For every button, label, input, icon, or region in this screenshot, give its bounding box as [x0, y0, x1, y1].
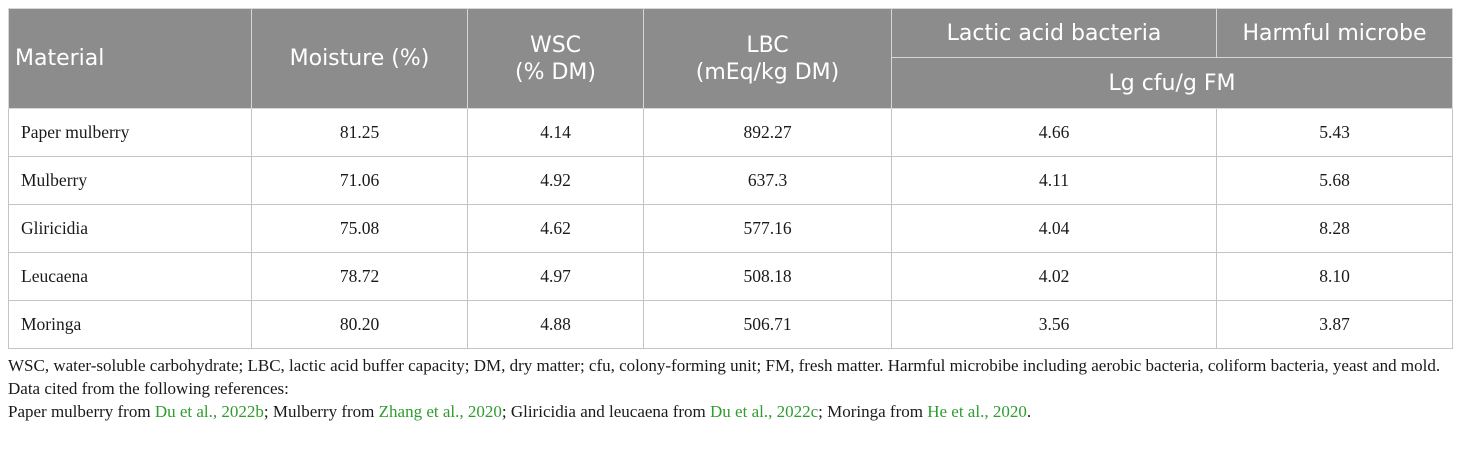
cell-moisture: 75.08: [251, 204, 468, 253]
cell-moisture: 81.25: [251, 108, 468, 157]
header-unit: Lg cfu/g FM: [891, 57, 1453, 109]
cell-lactic-acid-bacteria: 3.56: [891, 300, 1217, 349]
cell-material: Moringa: [8, 300, 252, 349]
cell-material: Mulberry: [8, 156, 252, 205]
table-header: Material Moisture (%) WSC (% DM) LBC (mE…: [8, 8, 1453, 109]
table-row: Mulberry 71.06 4.92 637.3 4.11 5.68: [8, 156, 1453, 205]
footnote-references: Paper mulberry from Du et al., 2022b; Mu…: [8, 400, 1452, 423]
reference-link[interactable]: Du et al., 2022c: [710, 402, 819, 421]
table-footnotes: WSC, water-soluble carbohydrate; LBC, la…: [8, 354, 1452, 423]
cell-wsc: 4.88: [467, 300, 644, 349]
table-row: Paper mulberry 81.25 4.14 892.27 4.66 5.…: [8, 108, 1453, 157]
reference-link[interactable]: Zhang et al., 2020: [378, 402, 502, 421]
cell-moisture: 80.20: [251, 300, 468, 349]
cell-harmful-microbe: 8.28: [1216, 204, 1453, 253]
table-row: Gliricidia 75.08 4.62 577.16 4.04 8.28: [8, 204, 1453, 253]
cell-lbc: 506.71: [643, 300, 892, 349]
header-material: Material: [8, 8, 252, 109]
cell-material: Gliricidia: [8, 204, 252, 253]
ref-text: ; Mulberry from: [263, 402, 379, 421]
cell-lbc: 637.3: [643, 156, 892, 205]
table-row: Leucaena 78.72 4.97 508.18 4.02 8.10: [8, 252, 1453, 301]
reference-link[interactable]: He et al., 2020: [927, 402, 1027, 421]
cell-material: Paper mulberry: [8, 108, 252, 157]
header-moisture: Moisture (%): [251, 8, 468, 109]
header-wsc: WSC (% DM): [467, 8, 644, 109]
table-row: Moringa 80.20 4.88 506.71 3.56 3.87: [8, 300, 1453, 349]
cell-lbc: 892.27: [643, 108, 892, 157]
ref-text: .: [1026, 402, 1032, 421]
cell-harmful-microbe: 3.87: [1216, 300, 1453, 349]
ref-text: ; Moringa from: [818, 402, 928, 421]
cell-lbc: 508.18: [643, 252, 892, 301]
table-container: Material Moisture (%) WSC (% DM) LBC (mE…: [8, 8, 1453, 423]
ref-text: Paper mulberry from: [8, 402, 155, 421]
cell-wsc: 4.14: [467, 108, 644, 157]
cell-harmful-microbe: 5.68: [1216, 156, 1453, 205]
cell-moisture: 78.72: [251, 252, 468, 301]
cell-moisture: 71.06: [251, 156, 468, 205]
cell-wsc: 4.62: [467, 204, 644, 253]
footnote-abbreviations: WSC, water-soluble carbohydrate; LBC, la…: [8, 356, 1441, 375]
data-table: Material Moisture (%) WSC (% DM) LBC (mE…: [8, 8, 1453, 349]
cell-lactic-acid-bacteria: 4.04: [891, 204, 1217, 253]
cell-harmful-microbe: 8.10: [1216, 252, 1453, 301]
footnote-data-cited: Data cited from the following references…: [8, 379, 289, 398]
reference-link[interactable]: Du et al., 2022b: [154, 402, 264, 421]
cell-lbc: 577.16: [643, 204, 892, 253]
table-body: Paper mulberry 81.25 4.14 892.27 4.66 5.…: [8, 108, 1453, 349]
ref-text: ; Gliricidia and leucaena from: [501, 402, 711, 421]
header-lactic-acid-bacteria: Lactic acid bacteria: [891, 8, 1217, 58]
header-harmful-microbe: Harmful microbe: [1216, 8, 1453, 58]
cell-lactic-acid-bacteria: 4.11: [891, 156, 1217, 205]
cell-harmful-microbe: 5.43: [1216, 108, 1453, 157]
cell-wsc: 4.92: [467, 156, 644, 205]
cell-wsc: 4.97: [467, 252, 644, 301]
header-lbc: LBC (mEq/kg DM): [643, 8, 892, 109]
cell-lactic-acid-bacteria: 4.66: [891, 108, 1217, 157]
cell-lactic-acid-bacteria: 4.02: [891, 252, 1217, 301]
cell-material: Leucaena: [8, 252, 252, 301]
